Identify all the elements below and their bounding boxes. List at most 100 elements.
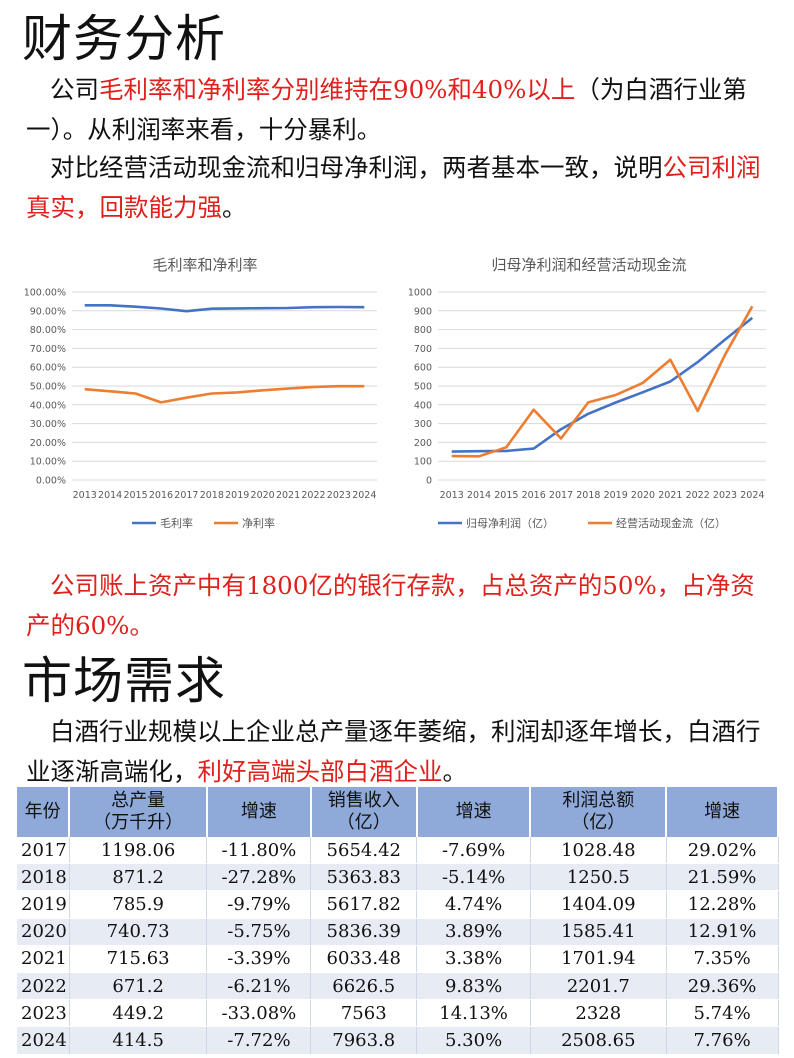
- y-tick-label: 100.00%: [24, 288, 66, 299]
- table-cell: 12.28%: [666, 890, 779, 919]
- x-tick-label: 2019: [225, 490, 249, 501]
- legend-label: 归母净利润（亿）: [466, 516, 554, 530]
- table-cell: 1028.48: [530, 837, 667, 865]
- chart-title: 归母净利润和经营活动现金流: [491, 256, 686, 274]
- x-tick-label: 2015: [123, 490, 147, 501]
- section-title-market: 市场需求: [22, 652, 226, 710]
- table-row: 2024 414.5 -7.72% 7963.8 5.30% 2508.65 7.76%: [17, 1026, 779, 1055]
- x-tick-label: 2022: [301, 490, 325, 501]
- y-tick-label: 0: [426, 476, 432, 487]
- highlight-text: 毛利率和净利率分别维持在90%和40%以上: [99, 75, 576, 104]
- table-cell: 7.35%: [666, 945, 779, 973]
- table-header-cell: 销售收入 （亿）: [310, 787, 418, 837]
- y-tick-label: 20.00%: [30, 438, 66, 449]
- table-cell: 2020: [17, 918, 70, 946]
- table-cell: 2023: [17, 999, 70, 1028]
- table-header-cell: 增速: [666, 787, 779, 837]
- table-cell: 12.91%: [666, 918, 779, 946]
- table-cell: 5363.83: [310, 863, 418, 892]
- paragraph-deposits: 公司账上资产中有1800亿的银行存款，占总资产的50%，占净资产的60%。: [26, 566, 778, 646]
- body-text: 。: [222, 193, 247, 222]
- table-cell: 29.02%: [666, 837, 779, 865]
- y-tick-label: 300: [414, 419, 432, 430]
- table-cell: 2022: [17, 972, 70, 1001]
- margin-chart: 毛利率和净利率 0.00% 10.00% 20.00% 30.00% 40.00% 50.0…: [24, 256, 377, 530]
- table-cell: -9.79%: [206, 890, 312, 919]
- x-tick-label: 2020: [251, 490, 275, 501]
- body-text: （为白酒行业第一）。从利润率来看，十分暴利。: [26, 75, 747, 144]
- profit-cashflow-chart: 归母净利润和经营活动现金流 0 100 200 300 400 500 600 700 800 90…: [408, 256, 766, 530]
- x-tick-label: 2018: [200, 490, 224, 501]
- table-cell: -5.14%: [416, 863, 531, 892]
- table-cell: 2201.7: [530, 972, 667, 1001]
- table-cell: 7563: [310, 999, 418, 1028]
- y-tick-label: 500: [414, 382, 432, 393]
- table-cell: 2021: [17, 945, 70, 973]
- y-tick-label: 900: [414, 306, 432, 317]
- table-cell: 1198.06: [69, 837, 208, 865]
- series-line-1: [84, 303, 365, 313]
- table-header-cell: 增速: [206, 787, 312, 837]
- table-cell: -11.80%: [206, 837, 312, 865]
- table-cell: 1585.41: [530, 918, 667, 946]
- highlight-text: 公司利润真实，回款能力强: [26, 153, 761, 222]
- table-cell: 5.74%: [666, 999, 779, 1028]
- y-tick-label: 800: [414, 325, 432, 336]
- table-cell: 14.13%: [416, 999, 531, 1028]
- x-tick-label: 2016: [149, 490, 173, 501]
- x-tick-label: 2021: [276, 490, 300, 501]
- table-cell: 4.74%: [416, 890, 531, 919]
- paragraph-cashflow: 对比经营活动现金流和归母净利润，两者基本一致，说明公司利润真实，回款能力强。: [26, 148, 778, 228]
- x-tick-label: 2014: [467, 490, 491, 501]
- x-tick-label: 2013: [440, 490, 464, 501]
- section-title-financial: 财务分析: [22, 10, 226, 68]
- y-tick-label: 50.00%: [30, 382, 66, 393]
- table-cell: 449.2: [69, 999, 208, 1028]
- x-tick-label: 2022: [686, 490, 710, 501]
- table-cell: 6033.48: [310, 945, 418, 973]
- table-cell: 671.2: [69, 972, 208, 1001]
- table-cell: 1250.5: [530, 863, 667, 892]
- table-cell: 5617.82: [310, 890, 418, 919]
- table-cell: 2024: [17, 1026, 70, 1055]
- y-tick-label: 90.00%: [30, 306, 66, 317]
- table-header-cell: 增速: [416, 787, 532, 837]
- y-tick-label: 40.00%: [30, 400, 66, 411]
- y-tick-label: 200: [414, 438, 432, 449]
- body-text: 白酒行业规模以上企业总产量逐年萎缩，利润却逐年增长，白酒行业逐渐高端化，: [26, 717, 761, 786]
- table-cell: 414.5: [69, 1026, 208, 1055]
- table-cell: 5836.39: [310, 918, 418, 946]
- highlight-text: 公司账上资产中有1800亿的银行存款，占总资产的50%，占净资产的60%。: [26, 571, 755, 640]
- table-row: 2020 740.73 -5.75% 5836.39 3.89% 1585.41 12.91…: [17, 918, 779, 946]
- x-tick-label: 2021: [658, 490, 682, 501]
- table-cell: 3.89%: [416, 918, 531, 946]
- x-tick-label: 2017: [174, 490, 198, 501]
- legend-label: 毛利率: [160, 516, 193, 530]
- x-tick-label: 2013: [73, 490, 97, 501]
- series-line-2: [451, 305, 754, 458]
- x-tick-label: 2023: [327, 490, 351, 501]
- y-tick-label: 80.00%: [30, 325, 66, 336]
- table-row: 2023 449.2 -33.08% 7563 14.13% 2328 5.74%: [17, 999, 779, 1028]
- paragraph-margins: 公司毛利率和净利率分别维持在90%和40%以上（为白酒行业第一）。从利润率来看，…: [26, 70, 778, 150]
- series-line-1: [451, 316, 754, 453]
- table-cell: 7963.8: [310, 1026, 418, 1055]
- table-cell: 2328: [530, 999, 667, 1028]
- table-body: 2017 1198.06 -11.80% 5654.42 -7.69% 1028.48 29…: [17, 837, 779, 1055]
- table-cell: -5.75%: [206, 918, 312, 946]
- table-cell: 29.36%: [666, 972, 779, 1001]
- table-cell: -7.72%: [206, 1026, 312, 1055]
- x-tick-label: 2017: [549, 490, 573, 501]
- y-tick-label: 60.00%: [30, 363, 66, 374]
- legend-label: 经营活动现金流（亿）: [616, 516, 726, 530]
- table-cell: 785.9: [69, 890, 208, 919]
- table-header-cell: 年份: [17, 787, 71, 837]
- x-tick-label: 2023: [713, 490, 737, 501]
- table-cell: 5.30%: [416, 1026, 531, 1055]
- x-tick-label: 2019: [604, 490, 628, 501]
- table-cell: 1404.09: [530, 890, 667, 919]
- x-tick-label: 2016: [522, 490, 546, 501]
- table-cell: -6.21%: [206, 972, 312, 1001]
- chart-title: 毛利率和净利率: [152, 256, 257, 274]
- table-cell: -33.08%: [206, 999, 312, 1028]
